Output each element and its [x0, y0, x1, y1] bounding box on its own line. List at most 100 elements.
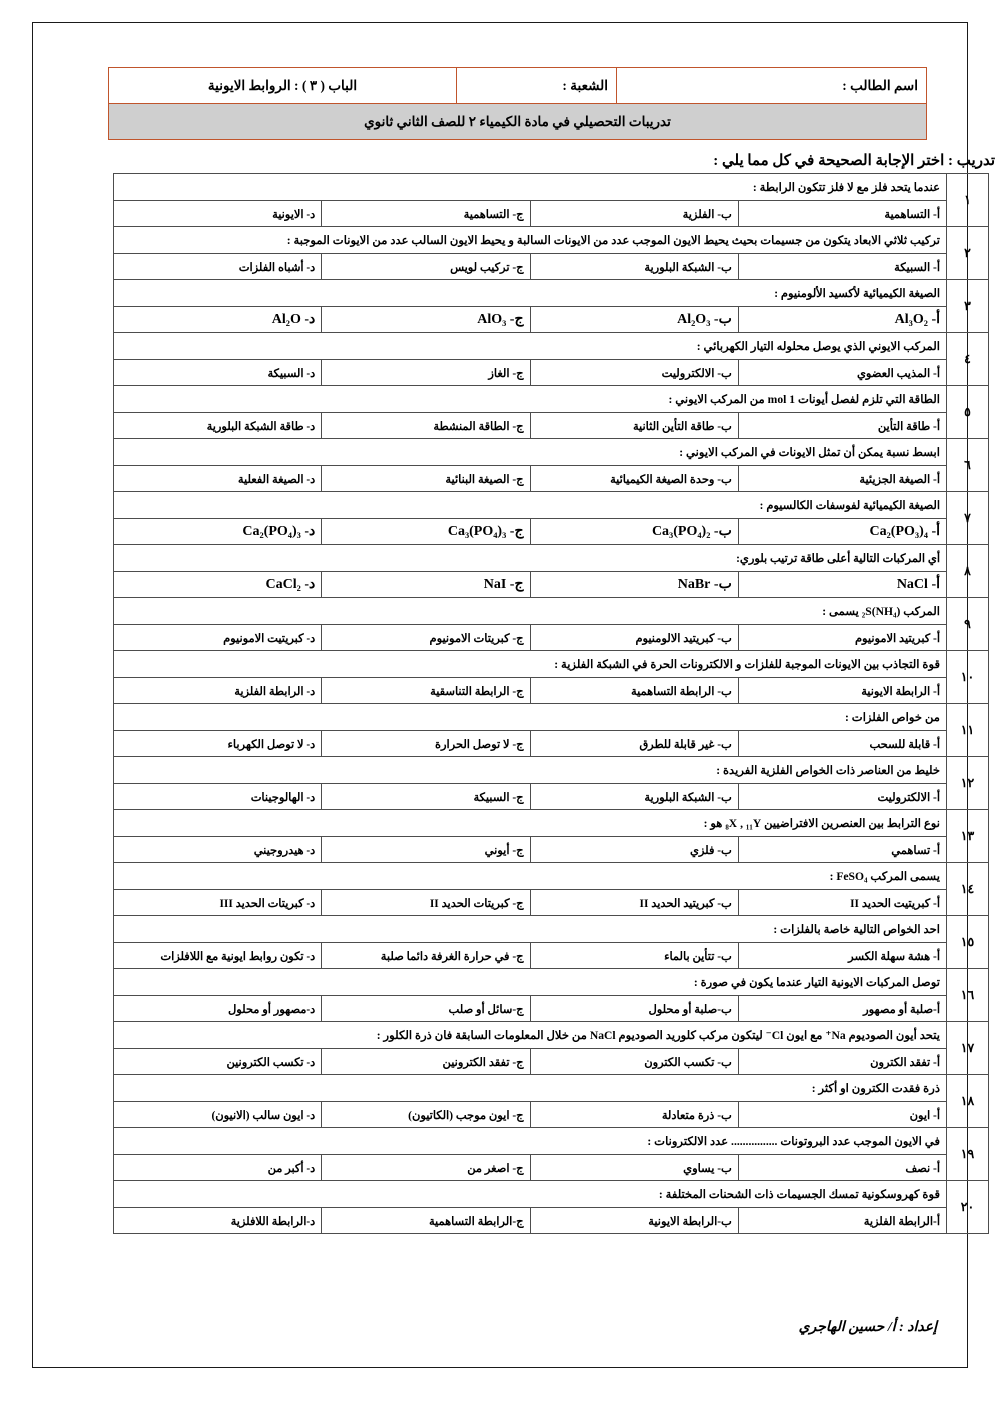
option-c[interactable]: ج-سائل أو صلب — [321, 995, 531, 1022]
option-a[interactable]: أ- كبريتيد الامونيوم — [737, 624, 948, 651]
options-row: أ- الصيغة الجزيئية ب- وحدة الصيغة الكيميا… — [112, 465, 989, 492]
option-a[interactable]: أ- السبيكة — [737, 253, 948, 280]
option-a[interactable]: أ- التساهمية — [737, 200, 948, 227]
option-c[interactable]: ج- السبيكة — [321, 783, 531, 810]
option-d[interactable]: د- الايونية — [112, 200, 323, 227]
option-a[interactable]: أ- ايون — [737, 1101, 948, 1128]
section-field[interactable]: الشعبة : — [456, 67, 617, 104]
option-a[interactable]: أ- Ca₂(PO₃)₄ — [737, 518, 948, 545]
option-d[interactable]: د- Ca₂(PO₄)₃ — [112, 518, 323, 545]
option-d[interactable]: د- Al₂O — [112, 306, 323, 333]
option-b[interactable]: ب- ذرة متعادلة — [529, 1101, 739, 1128]
option-c[interactable]: ج- الطاقة المنشطة — [321, 412, 531, 439]
option-c[interactable]: ج- AlO₃ — [321, 306, 531, 333]
option-b[interactable]: ب- يساوي — [529, 1154, 739, 1181]
option-c[interactable]: ج- كبريتات الحديد II — [321, 889, 531, 916]
banner-row: تدريبات التحصيلي في مادة الكيمياء ٢ للصف… — [108, 103, 927, 140]
question-row: ١٢ خليط من العناصر ذات الخواص الفلزية الف… — [113, 756, 989, 810]
option-d[interactable]: د- هيدروجيني — [112, 836, 323, 863]
option-c[interactable]: ج- التساهمية — [321, 200, 531, 227]
option-a[interactable]: أ- نصف — [737, 1154, 948, 1181]
question-row: ١٥ احد الخواص التالية خاصة بالفلزات : — [113, 915, 989, 969]
option-c[interactable]: ج- Ca₃(PO₄)₃ — [321, 518, 531, 545]
option-b[interactable]: ب- Al₂O₃ — [529, 306, 739, 333]
option-b[interactable]: ب-صلبة أو محلول — [529, 995, 739, 1022]
question-row: ١٧ يتحد أيون الصوديوم Na⁺ مع ايون Cl⁻ ليت… — [113, 1021, 989, 1075]
option-c[interactable]: ج- اصغر من — [321, 1154, 531, 1181]
option-a[interactable]: أ- هشة سهلة الكسر — [737, 942, 948, 969]
option-c[interactable]: ج- الرابطة التناسقية — [321, 677, 531, 704]
option-d[interactable]: د- CaCl₂ — [112, 571, 323, 598]
option-b[interactable]: ب- وحدة الصيغة الكيميائية — [529, 465, 739, 492]
option-d[interactable]: د- الصيغة الفعلية — [112, 465, 323, 492]
option-d[interactable]: د- طاقة الشبكة البلورية — [112, 412, 323, 439]
question-text: ابسط نسبة يمكن أن تمثل الايونات في المرك… — [113, 438, 947, 466]
option-a[interactable]: أ- Al₃O₂ — [737, 306, 948, 333]
option-d[interactable]: د- أشباه الفلزات — [112, 253, 323, 280]
option-c[interactable]: ج- أيوني — [321, 836, 531, 863]
option-c[interactable]: ج- الغاز — [321, 359, 531, 386]
student-name-field[interactable]: اسم الطالب : — [616, 67, 927, 104]
option-a[interactable]: أ- NaCl — [737, 571, 948, 598]
option-a[interactable]: أ- الالكتروليت — [737, 783, 948, 810]
option-b[interactable]: ب- طاقة التأين الثانية — [529, 412, 739, 439]
question-row: ١٩ في الايون الموجب عدد البروتونات ......… — [113, 1127, 989, 1181]
options-row: أ- ايون ب- ذرة متعادلة ج- ايون موجب (الكات… — [112, 1101, 989, 1128]
question-text: المركب الايوني الذي يوصل محلوله التيار ا… — [113, 332, 947, 360]
option-b[interactable]: ب- NaBr — [529, 571, 739, 598]
option-d[interactable]: د- أكبر من — [112, 1154, 323, 1181]
question-row: ٨ أي المركبات التالية أعلى طاقة ترتيب بلو… — [113, 544, 989, 598]
option-b[interactable]: ب- الفلزية — [529, 200, 739, 227]
question-row: ٦ ابسط نسبة يمكن أن تمثل الايونات في المر… — [113, 438, 989, 492]
option-b[interactable]: ب- Ca₃(PO₄)₂ — [529, 518, 739, 545]
option-b[interactable]: ب- الرابطة التساهمية — [529, 677, 739, 704]
option-c[interactable]: ج- في حرارة الغرفة دائما صلبة — [321, 942, 531, 969]
option-a[interactable]: أ-الرابطة الفلزية — [737, 1207, 948, 1234]
option-c[interactable]: ج- NaI — [321, 571, 531, 598]
option-b[interactable]: ب- الشبكة البلورية — [529, 253, 739, 280]
question-number: ٧ — [946, 491, 989, 545]
option-c[interactable]: ج- تفقد الكترونين — [321, 1048, 531, 1075]
option-d[interactable]: د- لا توصل الكهرباء — [112, 730, 323, 757]
option-a[interactable]: أ- المذيب العضوي — [737, 359, 948, 386]
option-d[interactable]: د- تكون روابط ايونية مع اللافلزات — [112, 942, 323, 969]
option-d[interactable]: د- الرابطة الفلزية — [112, 677, 323, 704]
option-b[interactable]: ب- فلزي — [529, 836, 739, 863]
option-b[interactable]: ب- كبريتيد الالومنيوم — [529, 624, 739, 651]
option-d[interactable]: د- كبريتات الحديد III — [112, 889, 323, 916]
option-b[interactable]: ب- كبريتيد الحديد II — [529, 889, 739, 916]
question-number: ١٧ — [946, 1021, 989, 1075]
option-a[interactable]: أ- قابلة للسحب — [737, 730, 948, 757]
option-d[interactable]: د- الهالوجينات — [112, 783, 323, 810]
option-a[interactable]: أ-صلبة أو مصهور — [737, 995, 948, 1022]
option-b[interactable]: ب- غير قابلة للطرق — [529, 730, 739, 757]
option-c[interactable]: ج- ايون موجب (الكاتيون) — [321, 1101, 531, 1128]
option-d[interactable]: د-الرابطة اللافلزية — [112, 1207, 323, 1234]
option-d[interactable]: د- تكسب الكترونين — [112, 1048, 323, 1075]
option-b[interactable]: ب- الالكتروليت — [529, 359, 739, 386]
option-a[interactable]: أ- كبريتيت الحديد II — [737, 889, 948, 916]
option-a[interactable]: أ- الرابطة الايونية — [737, 677, 948, 704]
question-text: احد الخواص التالية خاصة بالفلزات : — [113, 915, 947, 943]
question-number: ١ — [946, 173, 989, 227]
option-d[interactable]: د-مصهور أو محلول — [112, 995, 323, 1022]
option-d[interactable]: د- السبيكة — [112, 359, 323, 386]
option-c[interactable]: ج- تركيب لويس — [321, 253, 531, 280]
option-a[interactable]: أ- تساهمي — [737, 836, 948, 863]
option-a[interactable]: أ- طاقة التأين — [737, 412, 948, 439]
option-b[interactable]: ب- تتأين بالماء — [529, 942, 739, 969]
option-c[interactable]: ج- كبريتات الامونيوم — [321, 624, 531, 651]
option-c[interactable]: ج- لا توصل الحرارة — [321, 730, 531, 757]
option-d[interactable]: د- ايون سالب (الانيون) — [112, 1101, 323, 1128]
options-row: أ- NaCl ب- NaBr ج- NaI د- CaCl₂ — [112, 571, 989, 598]
option-c[interactable]: ج- الصيغة البنائية — [321, 465, 531, 492]
option-d[interactable]: د- كبريتيت الامونيوم — [112, 624, 323, 651]
option-c[interactable]: ج-الرابطة التساهمية — [321, 1207, 531, 1234]
question-number: ٨ — [946, 544, 989, 598]
option-b[interactable]: ب- تكسب الكترون — [529, 1048, 739, 1075]
option-a[interactable]: أ- تفقد الكترون — [737, 1048, 948, 1075]
options-row: أ- المذيب العضوي ب- الالكتروليت ج- الغاز د-… — [112, 359, 989, 386]
option-a[interactable]: أ- الصيغة الجزيئية — [737, 465, 948, 492]
option-b[interactable]: ب- الشبكة البلورية — [529, 783, 739, 810]
option-b[interactable]: ب-الرابطة الايونية — [529, 1207, 739, 1234]
